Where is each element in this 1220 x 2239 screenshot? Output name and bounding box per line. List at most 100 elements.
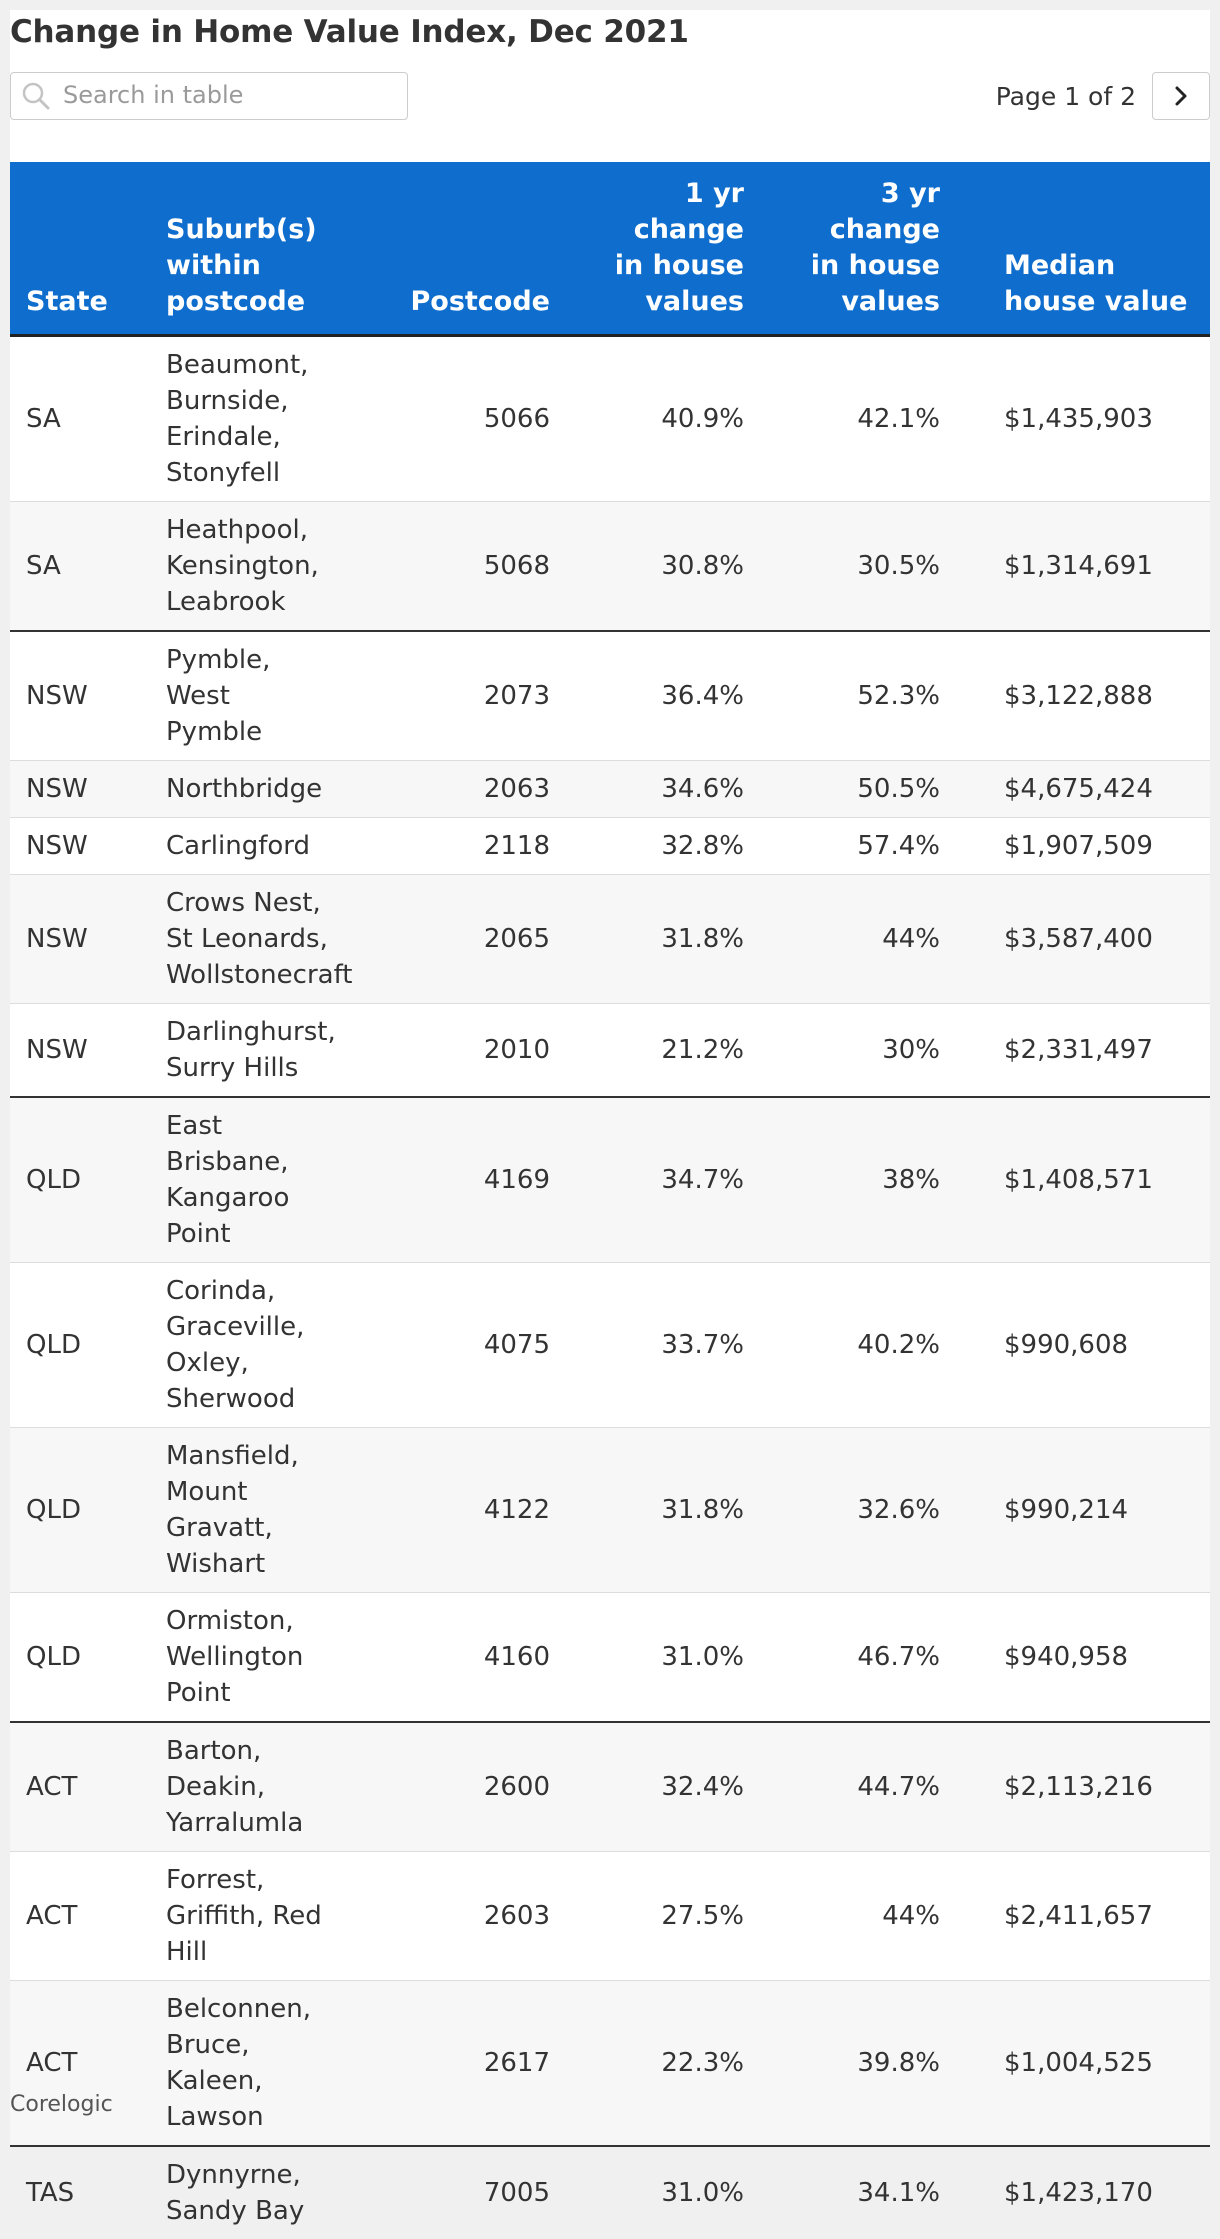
cell-median-value: $2,331,497 xyxy=(974,1004,1210,1098)
cell-suburbs: Heathpool, Kensington, Leabrook xyxy=(150,502,350,632)
next-page-button[interactable] xyxy=(1152,72,1210,120)
cell-postcode: 2063 xyxy=(350,761,584,818)
cell-median-value: $1,314,691 xyxy=(974,502,1210,632)
cell-1yr-change: 34.6% xyxy=(584,761,778,818)
cell-state: QLD xyxy=(10,1263,150,1428)
cell-suburbs: Mansfield, Mount Gravatt, Wishart xyxy=(150,1428,350,1593)
cell-postcode: 2118 xyxy=(350,818,584,875)
table-header-row: State Suburb(s) within postcode Postcode… xyxy=(10,162,1210,336)
cell-suburbs: Carlingford xyxy=(150,818,350,875)
cell-suburbs: Pymble, West Pymble xyxy=(150,631,350,761)
cell-3yr-change: 44.7% xyxy=(778,1722,974,1852)
cell-state: SA xyxy=(10,502,150,632)
cell-suburbs: East Brisbane, Kangaroo Point xyxy=(150,1097,350,1263)
cell-1yr-change: 27.5% xyxy=(584,1852,778,1981)
column-header-suburbs[interactable]: Suburb(s) within postcode xyxy=(150,162,350,336)
cell-median-value: $2,113,216 xyxy=(974,1722,1210,1852)
source-note: Corelogic xyxy=(10,2092,113,2117)
cell-3yr-change: 42.1% xyxy=(778,336,974,502)
cell-1yr-change: 30.8% xyxy=(584,502,778,632)
cell-state: NSW xyxy=(10,818,150,875)
cell-postcode: 4160 xyxy=(350,1593,584,1723)
cell-state: NSW xyxy=(10,761,150,818)
cell-state: NSW xyxy=(10,631,150,761)
column-header-median-value[interactable]: Median house value xyxy=(974,162,1210,336)
pagination: Page 1 of 2 xyxy=(996,72,1210,120)
cell-3yr-change: 52.3% xyxy=(778,631,974,761)
cell-suburbs: Dynnyrne, Sandy Bay xyxy=(150,2146,350,2239)
cell-median-value: $1,435,903 xyxy=(974,336,1210,502)
cell-postcode: 2073 xyxy=(350,631,584,761)
cell-state: QLD xyxy=(10,1593,150,1723)
cell-median-value: $1,004,525 xyxy=(974,1981,1210,2147)
cell-state: QLD xyxy=(10,1428,150,1593)
cell-state: ACT xyxy=(10,1981,150,2147)
cell-postcode: 4075 xyxy=(350,1263,584,1428)
search-icon xyxy=(21,81,51,111)
cell-3yr-change: 30% xyxy=(778,1004,974,1098)
cell-1yr-change: 21.2% xyxy=(584,1004,778,1098)
cell-median-value: $940,958 xyxy=(974,1593,1210,1723)
data-table: State Suburb(s) within postcode Postcode… xyxy=(10,162,1210,2239)
cell-median-value: $1,423,170 xyxy=(974,2146,1210,2239)
cell-suburbs: Corinda, Graceville, Oxley, Sherwood xyxy=(150,1263,350,1428)
cell-3yr-change: 40.2% xyxy=(778,1263,974,1428)
cell-3yr-change: 44% xyxy=(778,1852,974,1981)
cell-1yr-change: 33.7% xyxy=(584,1263,778,1428)
cell-1yr-change: 31.8% xyxy=(584,1428,778,1593)
cell-1yr-change: 31.0% xyxy=(584,2146,778,2239)
search-input[interactable] xyxy=(63,79,393,111)
search-box[interactable] xyxy=(10,72,408,120)
cell-3yr-change: 32.6% xyxy=(778,1428,974,1593)
cell-suburbs: Crows Nest, St Leonards, Wollstonecraft xyxy=(150,875,350,1004)
cell-state: NSW xyxy=(10,1004,150,1098)
cell-3yr-change: 34.1% xyxy=(778,2146,974,2239)
cell-suburbs: Belconnen, Bruce, Kaleen, Lawson xyxy=(150,1981,350,2147)
column-header-postcode[interactable]: Postcode xyxy=(350,162,584,336)
cell-postcode: 5066 xyxy=(350,336,584,502)
cell-1yr-change: 32.4% xyxy=(584,1722,778,1852)
cell-1yr-change: 31.0% xyxy=(584,1593,778,1723)
cell-state: ACT xyxy=(10,1852,150,1981)
cell-suburbs: Northbridge xyxy=(150,761,350,818)
column-header-1yr-change[interactable]: 1 yr change in house values xyxy=(584,162,778,336)
cell-1yr-change: 32.8% xyxy=(584,818,778,875)
cell-3yr-change: 38% xyxy=(778,1097,974,1263)
column-header-3yr-change[interactable]: 3 yr change in house values xyxy=(778,162,974,336)
cell-3yr-change: 46.7% xyxy=(778,1593,974,1723)
cell-1yr-change: 34.7% xyxy=(584,1097,778,1263)
cell-median-value: $1,907,509 xyxy=(974,818,1210,875)
cell-state: QLD xyxy=(10,1097,150,1263)
cell-3yr-change: 44% xyxy=(778,875,974,1004)
chart-container: Change in Home Value Index, Dec 2021 Pag… xyxy=(10,10,1210,2128)
cell-3yr-change: 30.5% xyxy=(778,502,974,632)
cell-postcode: 2010 xyxy=(350,1004,584,1098)
cell-1yr-change: 31.8% xyxy=(584,875,778,1004)
cell-state: ACT xyxy=(10,1722,150,1852)
cell-suburbs: Forrest, Griffith, Red Hill xyxy=(150,1852,350,1981)
cell-suburbs: Darlinghurst, Surry Hills xyxy=(150,1004,350,1098)
cell-state: SA xyxy=(10,336,150,502)
cell-3yr-change: 39.8% xyxy=(778,1981,974,2147)
cell-postcode: 4122 xyxy=(350,1428,584,1593)
column-header-state[interactable]: State xyxy=(10,162,150,336)
page-title: Change in Home Value Index, Dec 2021 xyxy=(10,14,689,50)
cell-median-value: $2,411,657 xyxy=(974,1852,1210,1981)
cell-median-value: $990,214 xyxy=(974,1428,1210,1593)
cell-postcode: 2603 xyxy=(350,1852,584,1981)
cell-postcode: 4169 xyxy=(350,1097,584,1263)
cell-3yr-change: 57.4% xyxy=(778,818,974,875)
